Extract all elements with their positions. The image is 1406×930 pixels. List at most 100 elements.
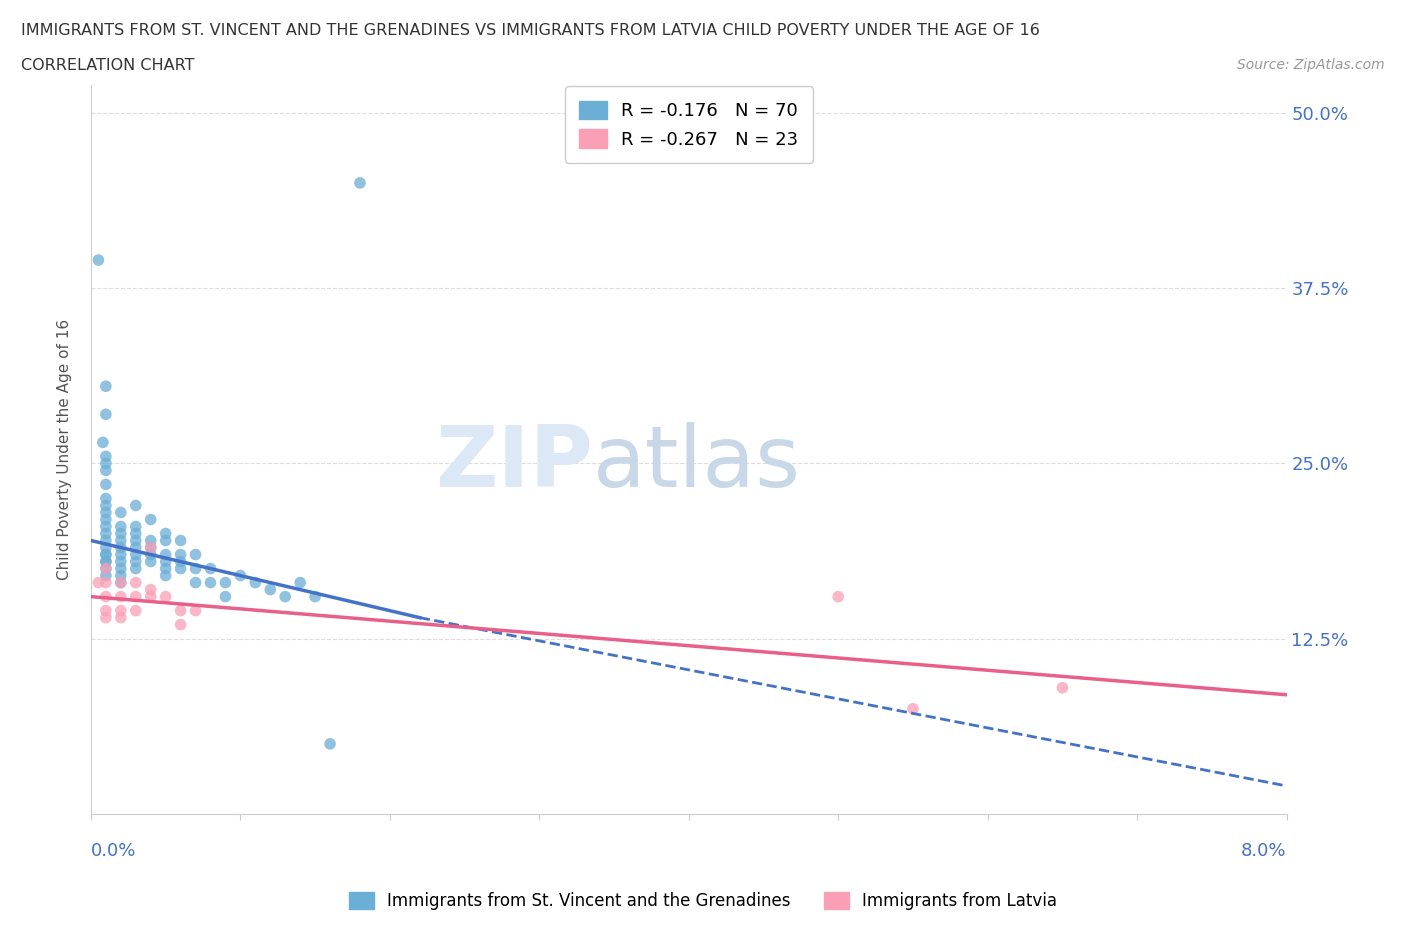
- Point: [94, 512, 117, 527]
- Point: [125, 519, 148, 534]
- Text: IMMIGRANTS FROM ST. VINCENT AND THE GRENADINES VS IMMIGRANTS FROM LATVIA CHILD P: IMMIGRANTS FROM ST. VINCENT AND THE GREN…: [21, 23, 1040, 38]
- Point: [125, 540, 148, 555]
- Text: ZIP: ZIP: [436, 422, 593, 505]
- Point: [110, 505, 132, 520]
- Point: [94, 554, 117, 569]
- Point: [139, 582, 162, 597]
- Point: [319, 737, 342, 751]
- Point: [94, 449, 117, 464]
- Point: [94, 406, 117, 421]
- Text: 8.0%: 8.0%: [1241, 842, 1286, 859]
- Point: [94, 379, 117, 393]
- Point: [169, 618, 191, 632]
- Point: [94, 519, 117, 534]
- Point: [125, 604, 148, 618]
- Point: [110, 575, 132, 590]
- Point: [94, 610, 117, 625]
- Point: [94, 526, 117, 541]
- Point: [94, 590, 117, 604]
- Legend: R = -0.176   N = 70, R = -0.267   N = 23: R = -0.176 N = 70, R = -0.267 N = 23: [565, 86, 813, 163]
- Point: [94, 554, 117, 569]
- Point: [304, 590, 326, 604]
- Point: [125, 547, 148, 562]
- Point: [169, 604, 191, 618]
- Point: [155, 590, 177, 604]
- Point: [110, 561, 132, 576]
- Point: [110, 519, 132, 534]
- Point: [110, 610, 132, 625]
- Point: [155, 547, 177, 562]
- Point: [110, 590, 132, 604]
- Point: [155, 533, 177, 548]
- Point: [94, 547, 117, 562]
- Point: [125, 533, 148, 548]
- Point: [87, 575, 110, 590]
- Point: [169, 561, 191, 576]
- Point: [91, 435, 114, 450]
- Point: [288, 575, 311, 590]
- Point: [110, 568, 132, 583]
- Point: [139, 547, 162, 562]
- Point: [94, 491, 117, 506]
- Point: [94, 533, 117, 548]
- Point: [184, 561, 207, 576]
- Point: [110, 604, 132, 618]
- Text: 0.0%: 0.0%: [91, 842, 136, 859]
- Point: [94, 547, 117, 562]
- Point: [245, 575, 267, 590]
- Text: atlas: atlas: [593, 422, 801, 505]
- Point: [139, 540, 162, 555]
- Point: [184, 547, 207, 562]
- Point: [125, 526, 148, 541]
- Point: [139, 533, 162, 548]
- Text: CORRELATION CHART: CORRELATION CHART: [21, 58, 194, 73]
- Point: [94, 463, 117, 478]
- Point: [110, 540, 132, 555]
- Point: [94, 568, 117, 583]
- Y-axis label: Child Poverty Under the Age of 16: Child Poverty Under the Age of 16: [58, 319, 72, 580]
- Point: [274, 590, 297, 604]
- Point: [94, 561, 117, 576]
- Point: [94, 575, 117, 590]
- Point: [110, 575, 132, 590]
- Point: [125, 575, 148, 590]
- Point: [94, 540, 117, 555]
- Point: [125, 561, 148, 576]
- Point: [94, 604, 117, 618]
- Point: [125, 498, 148, 513]
- Point: [110, 526, 132, 541]
- Point: [169, 554, 191, 569]
- Point: [155, 526, 177, 541]
- Point: [200, 561, 222, 576]
- Point: [229, 568, 252, 583]
- Point: [94, 498, 117, 513]
- Point: [169, 547, 191, 562]
- Text: Source: ZipAtlas.com: Source: ZipAtlas.com: [1237, 58, 1385, 72]
- Legend: Immigrants from St. Vincent and the Grenadines, Immigrants from Latvia: Immigrants from St. Vincent and the Gren…: [342, 885, 1064, 917]
- Point: [94, 561, 117, 576]
- Point: [87, 253, 110, 268]
- Point: [827, 590, 849, 604]
- Point: [901, 701, 924, 716]
- Point: [200, 575, 222, 590]
- Point: [139, 554, 162, 569]
- Point: [139, 512, 162, 527]
- Point: [110, 554, 132, 569]
- Point: [155, 561, 177, 576]
- Point: [155, 568, 177, 583]
- Point: [184, 604, 207, 618]
- Point: [259, 582, 281, 597]
- Point: [155, 554, 177, 569]
- Point: [125, 554, 148, 569]
- Point: [184, 575, 207, 590]
- Point: [214, 590, 236, 604]
- Point: [94, 456, 117, 471]
- Point: [139, 540, 162, 555]
- Point: [349, 176, 371, 191]
- Point: [169, 533, 191, 548]
- Point: [125, 590, 148, 604]
- Point: [110, 533, 132, 548]
- Point: [139, 590, 162, 604]
- Point: [1052, 681, 1074, 696]
- Point: [94, 505, 117, 520]
